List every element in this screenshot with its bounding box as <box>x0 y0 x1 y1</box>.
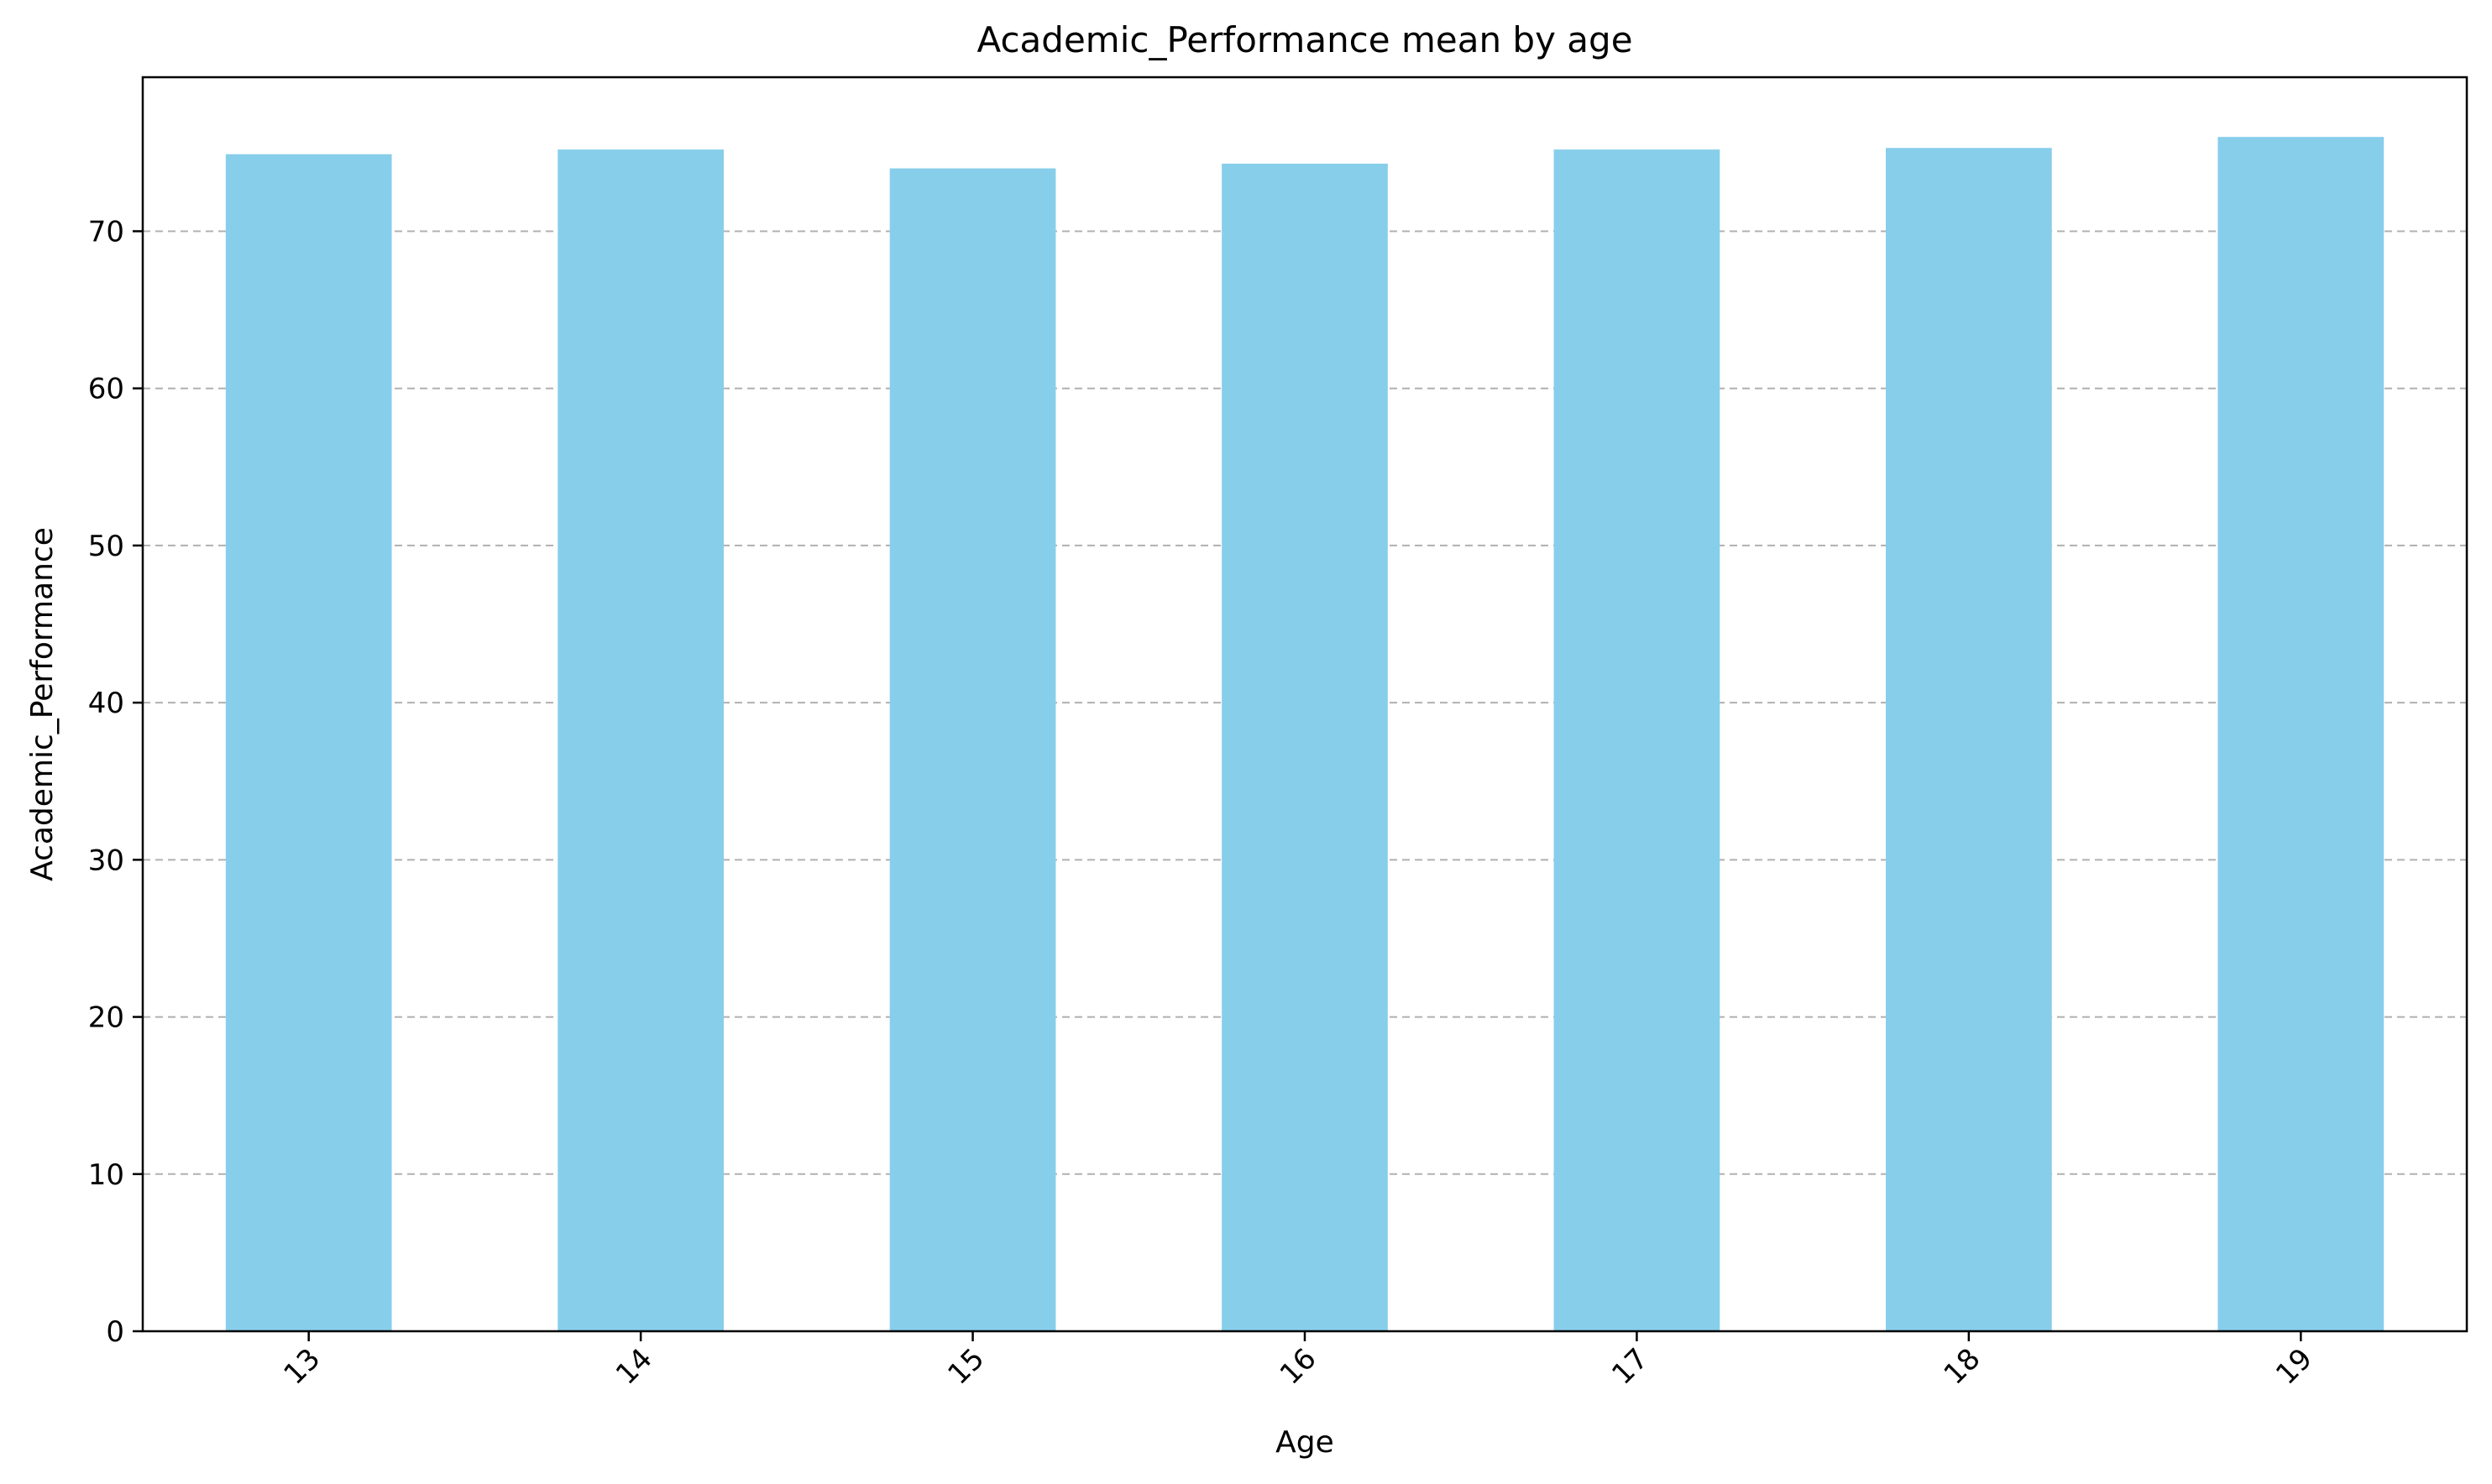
x-tick-label: 16 <box>1274 1342 1323 1392</box>
x-tick-label: 15 <box>941 1342 991 1392</box>
x-axis-label: Age <box>1275 1425 1334 1460</box>
y-tick-label: 0 <box>106 1315 124 1349</box>
bar-age-15 <box>889 168 1056 1332</box>
y-tick-label: 60 <box>88 373 124 406</box>
x-tick-label: 13 <box>277 1342 327 1392</box>
y-tick-label: 10 <box>88 1158 124 1192</box>
x-tick-label: 17 <box>1605 1342 1655 1392</box>
bar-age-16 <box>1222 163 1388 1331</box>
y-axis-label: Academic_Performance <box>25 527 60 881</box>
x-tick-label: 14 <box>610 1342 659 1392</box>
bar-age-14 <box>558 149 724 1331</box>
bars <box>225 137 2385 1332</box>
x-tick-label: 18 <box>1938 1342 1987 1392</box>
bar-age-13 <box>225 154 392 1332</box>
bar-age-17 <box>1553 149 1720 1331</box>
x-axis-ticks: 13 14 15 16 17 18 19 <box>277 1331 2319 1392</box>
y-tick-label: 20 <box>88 1001 124 1035</box>
bar-age-18 <box>1886 148 2052 1331</box>
chart-title: Academic_Performance mean by age <box>976 19 1632 60</box>
y-tick-label: 40 <box>88 687 124 720</box>
y-tick-label: 50 <box>88 530 124 563</box>
x-tick-label: 19 <box>2270 1342 2319 1392</box>
y-tick-label: 30 <box>88 844 124 877</box>
bar-age-19 <box>2217 137 2385 1332</box>
y-axis-ticks: 0 10 20 30 40 50 60 70 <box>88 215 143 1349</box>
y-tick-label: 70 <box>88 215 124 248</box>
